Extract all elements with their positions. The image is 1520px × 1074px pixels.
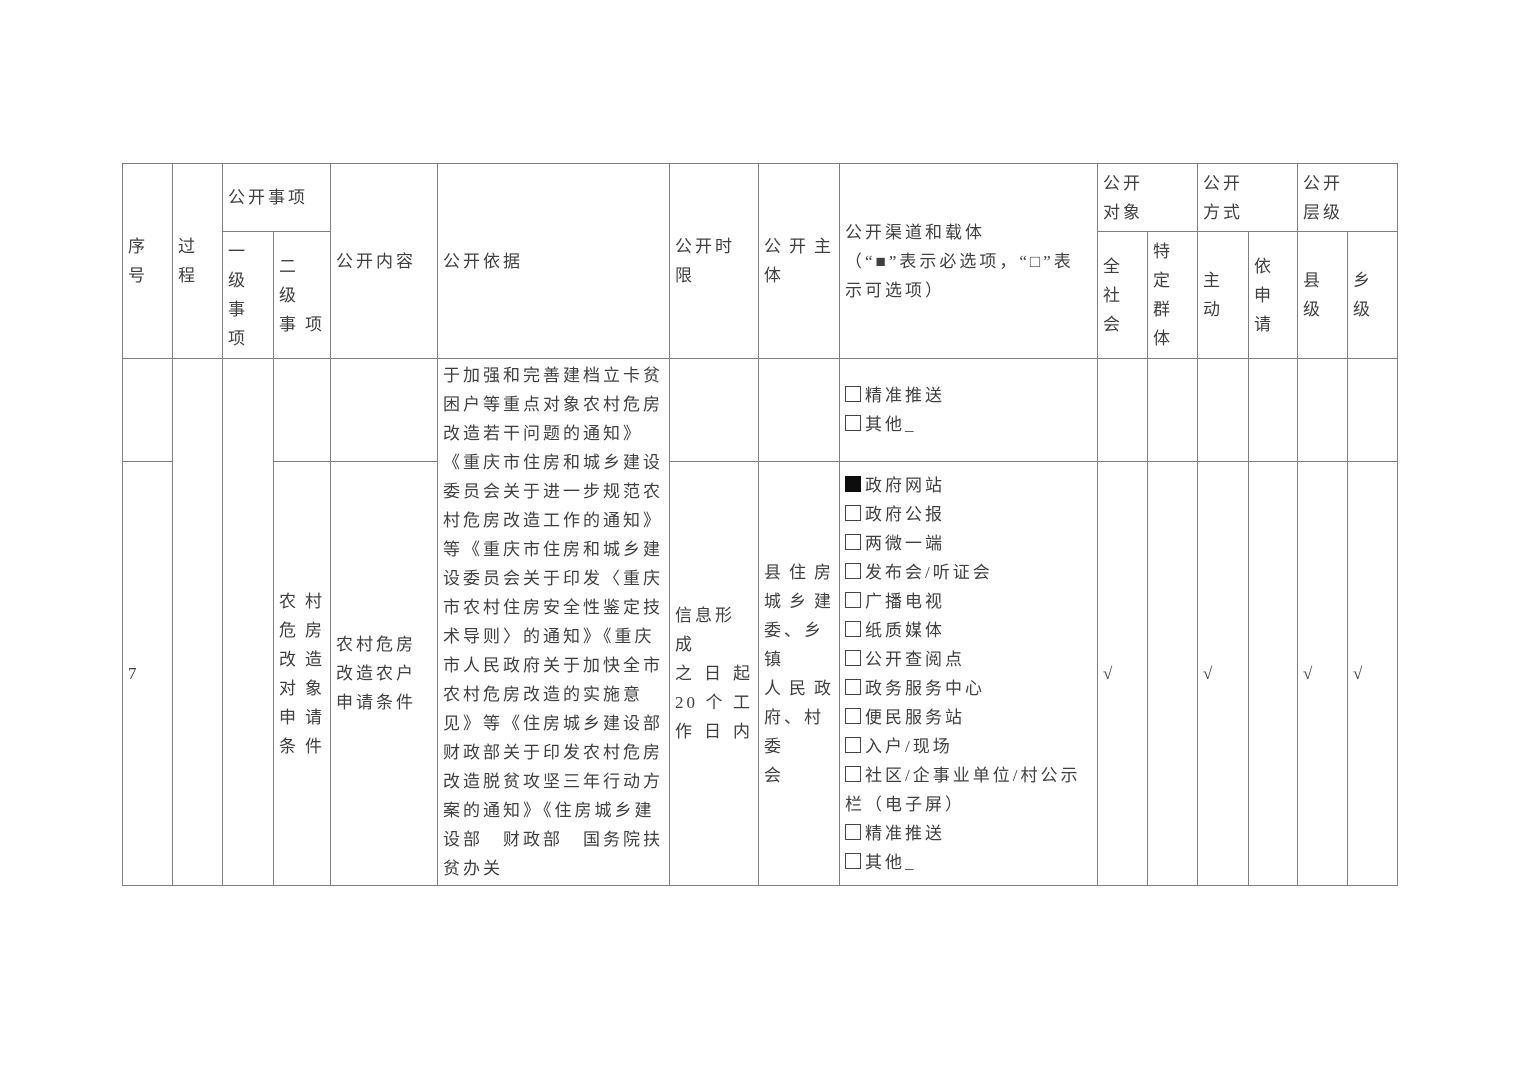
cell-basis-text: 于加强和完善建档立卡贫困户等重点对象农村危房改造若干问题的通知》《重庆市住房和城… <box>437 358 680 886</box>
channel-item: 政务服务中心 <box>845 674 1092 703</box>
checkbox-unchecked-icon <box>845 649 861 666</box>
channel-item: 精准推送 <box>845 381 1092 410</box>
channel-label: 其他_ <box>865 415 917 435</box>
checkbox-unchecked-icon <box>845 678 861 695</box>
channel-item: 入户/现场 <box>845 732 1092 761</box>
channel-label: 便民服务站 <box>865 707 965 727</box>
cell-content-text: 农村危房改造农户申请条件 <box>330 461 438 886</box>
channel-item: 社区/企事业单位/村公示栏（电子屏） <box>845 761 1092 819</box>
col-header-process: 过 程 <box>172 163 223 359</box>
channel-item: 便民服务站 <box>845 703 1092 732</box>
channel-label: 发布会/听证会 <box>865 562 993 582</box>
cell-content-empty <box>330 357 438 463</box>
channel-label: 政务服务中心 <box>865 678 985 698</box>
cell-serial-empty <box>122 357 173 463</box>
body-row-continuation: 于加强和完善建档立卡贫困户等重点对象农村危房改造若干问题的通知》《重庆市住房和城… <box>122 357 1398 886</box>
channel-label: 政府网站 <box>865 475 945 495</box>
col-header-serial: 序号 <box>122 163 173 359</box>
channels-header-note: （“■”表示必选项，“□”表示可选项） <box>845 251 1074 300</box>
cell-mark-empty <box>1297 357 1348 463</box>
cell-mark-county: √ <box>1297 461 1348 886</box>
col-header-proactive: 主 动 <box>1197 231 1249 359</box>
channel-item: 精准推送 <box>845 819 1092 848</box>
col-header-method-group: 公开 方式 <box>1197 163 1298 232</box>
cell-process-empty <box>172 358 223 886</box>
cell-mark-all-society: √ <box>1097 461 1148 886</box>
channel-label: 入户/现场 <box>865 736 953 756</box>
cell-level2-item: 农村 危房 改造 对象 申请 条件 <box>273 461 331 886</box>
checkbox-unchecked-icon <box>845 823 861 840</box>
channel-item: 纸质媒体 <box>845 616 1092 645</box>
col-header-on-request: 依申 请 <box>1248 231 1298 359</box>
channel-item: 广播电视 <box>845 587 1092 616</box>
channel-label: 社区/企事业单位/村公示栏（电子屏） <box>845 765 1081 814</box>
cell-level2-empty <box>273 357 331 463</box>
body-row-7: 7 农村 危房 改造 对象 申请 条件 农村危房改造农户申请条件 信息形成 之日… <box>122 461 1398 886</box>
channel-label: 纸质媒体 <box>865 620 945 640</box>
checkbox-unchecked-icon <box>845 415 861 432</box>
checkbox-unchecked-icon <box>845 765 861 782</box>
col-header-level-group: 公开 层级 <box>1297 163 1398 232</box>
cell-mark-empty <box>1248 357 1298 463</box>
checkbox-unchecked-icon <box>845 562 861 579</box>
checkbox-unchecked-icon <box>845 736 861 753</box>
cell-mark-proactive: √ <box>1197 461 1249 886</box>
channel-item: 政府公报 <box>845 500 1092 529</box>
col-header-county: 县 级 <box>1297 231 1348 359</box>
header-row-sub: 一 级 事 项 二 级 事项 全 社 会 特定 群体 主 动 依申 请 县 级 … <box>123 231 1398 359</box>
cell-mark-on-request <box>1248 461 1298 886</box>
cell-mark-township: √ <box>1347 461 1398 886</box>
cell-time-limit: 信息形成 之日起 20个工 作日内 <box>669 461 759 886</box>
disclosure-table: 序号 过 程 公开事项 公开内容 公开依据 公开时限 公开主 体 公开渠道和载体… <box>122 163 1398 886</box>
cell-time-limit-empty <box>669 357 759 463</box>
col-header-all-society: 全 社 会 <box>1097 231 1148 359</box>
checkbox-unchecked-icon <box>845 707 861 724</box>
col-header-matters-group: 公开事项 <box>222 163 331 232</box>
col-header-level1: 一 级 事 项 <box>222 231 274 359</box>
cell-subject-empty <box>758 357 840 463</box>
col-header-target-group: 公开 对象 <box>1097 163 1198 232</box>
col-header-basis: 公开依据 <box>437 163 670 359</box>
cell-channels-continuation: 精准推送其他_ <box>839 357 1098 463</box>
col-header-township: 乡级 <box>1347 231 1398 359</box>
cell-mark-empty <box>1347 357 1398 463</box>
cell-mark-empty <box>1097 357 1148 463</box>
col-header-content: 公开内容 <box>330 163 438 359</box>
checkbox-unchecked-icon <box>845 504 861 521</box>
col-header-time-limit: 公开时限 <box>669 163 759 359</box>
col-header-level2: 二 级 事项 <box>273 231 331 359</box>
cell-mark-empty <box>1197 357 1249 463</box>
channel-item: 其他_ <box>845 410 1092 439</box>
channel-item: 两微一端 <box>845 529 1092 558</box>
checkbox-unchecked-icon <box>845 620 861 637</box>
channel-label: 其他_ <box>865 852 917 872</box>
channels-header-title: 公开渠道和载体 <box>845 222 985 242</box>
header-row-groups: 序号 过 程 公开事项 公开内容 公开依据 公开时限 公开主 体 公开渠道和载体… <box>122 163 1398 359</box>
channel-item: 其他_ <box>845 848 1092 877</box>
channel-item: 公开查阅点 <box>845 645 1092 674</box>
channel-label: 公开查阅点 <box>865 649 965 669</box>
cell-level1-empty <box>222 358 274 886</box>
checkbox-unchecked-icon <box>845 852 861 869</box>
channel-label: 政府公报 <box>865 504 945 524</box>
col-header-subject: 公开主 体 <box>758 163 840 359</box>
cell-mark-empty <box>1147 357 1198 463</box>
col-header-channels: 公开渠道和载体 （“■”表示必选项，“□”表示可选项） <box>839 163 1098 359</box>
col-header-specific-groups: 特定 群体 <box>1147 231 1198 359</box>
checkbox-unchecked-icon <box>845 591 861 608</box>
checkbox-checked-icon <box>845 475 861 492</box>
channel-label: 两微一端 <box>865 533 945 553</box>
checkbox-unchecked-icon <box>845 386 861 403</box>
channel-label: 精准推送 <box>865 823 945 843</box>
cell-subject: 县住房 城乡建 委、乡镇 人民政 府、村委 会 <box>758 461 840 886</box>
channel-item: 发布会/听证会 <box>845 558 1092 587</box>
channel-label: 精准推送 <box>865 386 945 406</box>
channel-label: 广播电视 <box>865 591 945 611</box>
cell-mark-specific-groups <box>1147 461 1198 886</box>
channel-item: 政府网站 <box>845 471 1092 500</box>
checkbox-unchecked-icon <box>845 533 861 550</box>
cell-serial: 7 <box>122 461 173 886</box>
cell-channels-list: 政府网站政府公报两微一端发布会/听证会 广播电视纸质媒体公开查阅点政务服务中心 便民… <box>839 461 1098 886</box>
